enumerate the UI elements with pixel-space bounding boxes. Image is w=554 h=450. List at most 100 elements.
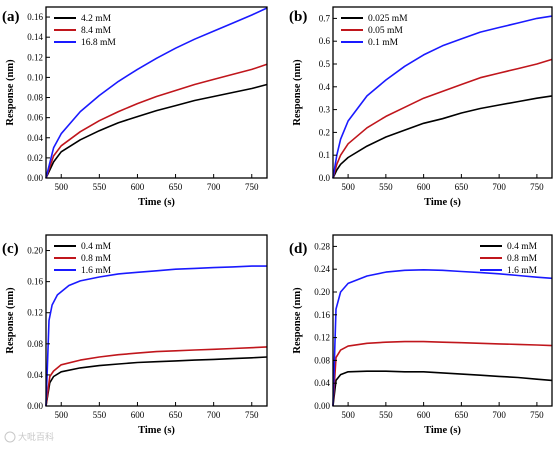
y-tick-label: 0.1 bbox=[319, 150, 330, 160]
series-line-0 bbox=[45, 83, 268, 179]
legend-label-2: 0.1 mM bbox=[368, 38, 399, 48]
y-axis-title: Response (nm) bbox=[292, 287, 303, 354]
legend-label-2: 1.6 mM bbox=[81, 266, 112, 276]
y-tick-label: 0.5 bbox=[319, 59, 331, 69]
x-tick-label: 500 bbox=[54, 182, 68, 192]
x-tick-label: 650 bbox=[455, 182, 469, 192]
x-axis-title: Time (s) bbox=[138, 197, 175, 208]
y-tick-label: 0.24 bbox=[314, 264, 330, 274]
y-tick-label: 0.12 bbox=[27, 52, 43, 62]
y-tick-label: 0.00 bbox=[27, 173, 43, 183]
series-line-0 bbox=[332, 95, 553, 179]
plot-frame bbox=[45, 6, 268, 179]
x-tick-label: 750 bbox=[530, 410, 544, 420]
panel-a: (a) 500 550 600 650 700 750 0.00 0.02 0.04 0.06 0.0… bbox=[2, 6, 268, 208]
x-tick-label: 550 bbox=[379, 182, 393, 192]
plot-frame bbox=[332, 6, 553, 179]
legend-label-0: 0.4 mM bbox=[81, 242, 112, 252]
series-line-1 bbox=[45, 63, 268, 179]
y-axis-title: Response (nm) bbox=[292, 59, 303, 126]
y-tick-label: 0.20 bbox=[27, 246, 43, 256]
x-tick-label: 500 bbox=[341, 410, 355, 420]
series-line-2 bbox=[332, 268, 553, 407]
y-tick-label: 0.6 bbox=[319, 36, 331, 46]
y-tick-label: 0.4 bbox=[319, 82, 331, 92]
panel-label: (b) bbox=[289, 9, 307, 25]
y-tick-label: 0.10 bbox=[27, 72, 43, 82]
watermark-logo-icon bbox=[4, 431, 16, 443]
legend-label-1: 0.8 mM bbox=[81, 254, 112, 264]
watermark-label: 大吡百科 bbox=[18, 431, 54, 442]
y-tick-label: 0.08 bbox=[27, 93, 43, 103]
legend-label-1: 0.8 mM bbox=[507, 254, 538, 264]
series-line-1 bbox=[332, 58, 553, 179]
panel-d: (d) 500 550 600 650 700 750 0.00 0.04 0.08 0.12 0.1… bbox=[289, 234, 553, 436]
series-line-2 bbox=[332, 15, 553, 179]
x-tick-label: 700 bbox=[207, 410, 221, 420]
x-tick-label: 550 bbox=[379, 410, 393, 420]
y-tick-label: 0.06 bbox=[27, 113, 43, 123]
legend-label-2: 16.8 mM bbox=[81, 38, 116, 48]
y-tick-label: 0.00 bbox=[27, 401, 43, 411]
watermark: 大吡百科 bbox=[4, 431, 54, 443]
y-tick-label: 0.20 bbox=[314, 287, 330, 297]
y-tick-label: 0.3 bbox=[319, 105, 331, 115]
panel-label: (c) bbox=[2, 241, 19, 257]
y-tick-label: 0.28 bbox=[314, 241, 330, 251]
panel-label: (a) bbox=[2, 9, 20, 25]
y-tick-label: 0.2 bbox=[319, 127, 330, 137]
panel-b: (b) 500 550 600 650 700 750 0.0 0.1 0.2 0.3 0.4 0.5 0… bbox=[289, 6, 553, 208]
legend-label-0: 0.025 mM bbox=[368, 14, 408, 24]
x-axis-title: Time (s) bbox=[138, 425, 175, 436]
x-tick-label: 600 bbox=[417, 410, 431, 420]
x-tick-label: 550 bbox=[93, 410, 107, 420]
y-axis-title: Response (nm) bbox=[5, 287, 16, 354]
x-tick-label: 750 bbox=[245, 410, 259, 420]
legend-label-1: 8.4 mM bbox=[81, 26, 112, 36]
x-tick-label: 650 bbox=[169, 182, 183, 192]
y-tick-label: 0.16 bbox=[314, 310, 330, 320]
x-tick-label: 750 bbox=[245, 182, 259, 192]
x-tick-label: 700 bbox=[207, 182, 221, 192]
y-tick-label: 0.04 bbox=[27, 370, 43, 380]
y-tick-label: 0.7 bbox=[319, 13, 331, 23]
plot-frame bbox=[332, 234, 553, 407]
series-line-1 bbox=[45, 346, 268, 407]
legend-label-2: 1.6 mM bbox=[507, 266, 538, 276]
x-tick-label: 600 bbox=[417, 182, 431, 192]
y-tick-label: 0.14 bbox=[27, 32, 43, 42]
legend-label-0: 4.2 mM bbox=[81, 14, 112, 24]
x-tick-label: 500 bbox=[341, 182, 355, 192]
series-line-1 bbox=[332, 340, 553, 407]
y-tick-label: 0.04 bbox=[314, 378, 330, 388]
x-tick-label: 600 bbox=[131, 410, 145, 420]
panel-label: (d) bbox=[289, 241, 307, 257]
legend-label-0: 0.4 mM bbox=[507, 242, 538, 252]
y-tick-label: 0.04 bbox=[27, 133, 43, 143]
series-line-0 bbox=[45, 356, 268, 407]
panel-c: (c) 500 550 600 650 700 750 0.00 0.04 0.08 0.12 0.1… bbox=[2, 234, 268, 436]
series-line-0 bbox=[332, 370, 553, 407]
y-tick-label: 0.08 bbox=[27, 339, 43, 349]
legend-label-1: 0.05 mM bbox=[368, 26, 403, 36]
plot-frame bbox=[45, 234, 268, 407]
y-tick-label: 0.0 bbox=[319, 173, 331, 183]
x-axis-title: Time (s) bbox=[424, 425, 461, 436]
x-axis-title: Time (s) bbox=[424, 197, 461, 208]
y-tick-label: 0.16 bbox=[27, 277, 43, 287]
y-tick-label: 0.08 bbox=[314, 355, 330, 365]
x-tick-label: 650 bbox=[455, 410, 469, 420]
series-line-2 bbox=[45, 265, 267, 407]
x-tick-label: 700 bbox=[492, 410, 506, 420]
y-tick-label: 0.00 bbox=[314, 401, 330, 411]
y-tick-label: 0.12 bbox=[27, 308, 43, 318]
x-tick-label: 700 bbox=[492, 182, 506, 192]
y-tick-label: 0.12 bbox=[314, 333, 330, 343]
y-tick-label: 0.02 bbox=[27, 153, 43, 163]
x-tick-label: 650 bbox=[169, 410, 183, 420]
x-tick-label: 750 bbox=[530, 182, 544, 192]
series-line-2 bbox=[45, 7, 268, 179]
y-axis-title: Response (nm) bbox=[5, 59, 16, 126]
